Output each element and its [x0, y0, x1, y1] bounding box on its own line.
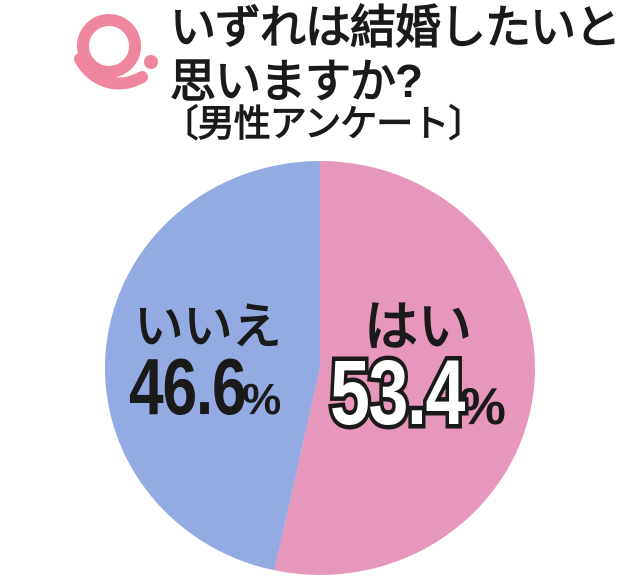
no-percent-sign: %: [242, 375, 282, 424]
q-letter-bowl: [77, 14, 141, 78]
no-value-number: 46.6: [129, 342, 247, 431]
survey-target-subtitle: 〔男性アンケート〕: [161, 103, 486, 144]
q-mark-icon: [74, 14, 158, 90]
yes-slice-value: 53.4 53.4 %: [326, 342, 506, 444]
pie-slice-yes: [274, 161, 535, 575]
yes-value-number: 53.4 53.4: [326, 342, 468, 444]
pie-svg: [105, 161, 535, 575]
pie-slice-no: [105, 161, 320, 571]
question-title-line2: 思いますか?: [170, 55, 423, 107]
q-period-dot: [144, 55, 158, 69]
yes-percent-sign: %: [459, 378, 506, 436]
pie-chart: いいえ 46.6 % はい 53.4 53.4 %: [105, 161, 535, 575]
yes-value-fill: 53.4: [330, 342, 465, 444]
no-slice-value: 46.6 %: [129, 347, 281, 427]
yes-value-outline: 53.4: [326, 342, 468, 444]
question-title-line1: いずれは結婚したいと: [170, 1, 621, 53]
question-title: いずれは結婚したいと 思いますか?: [170, 0, 621, 108]
q-letter-tail: [74, 53, 148, 90]
no-slice-label: いいえ: [134, 300, 282, 354]
yes-slice-label: はい: [364, 297, 472, 357]
